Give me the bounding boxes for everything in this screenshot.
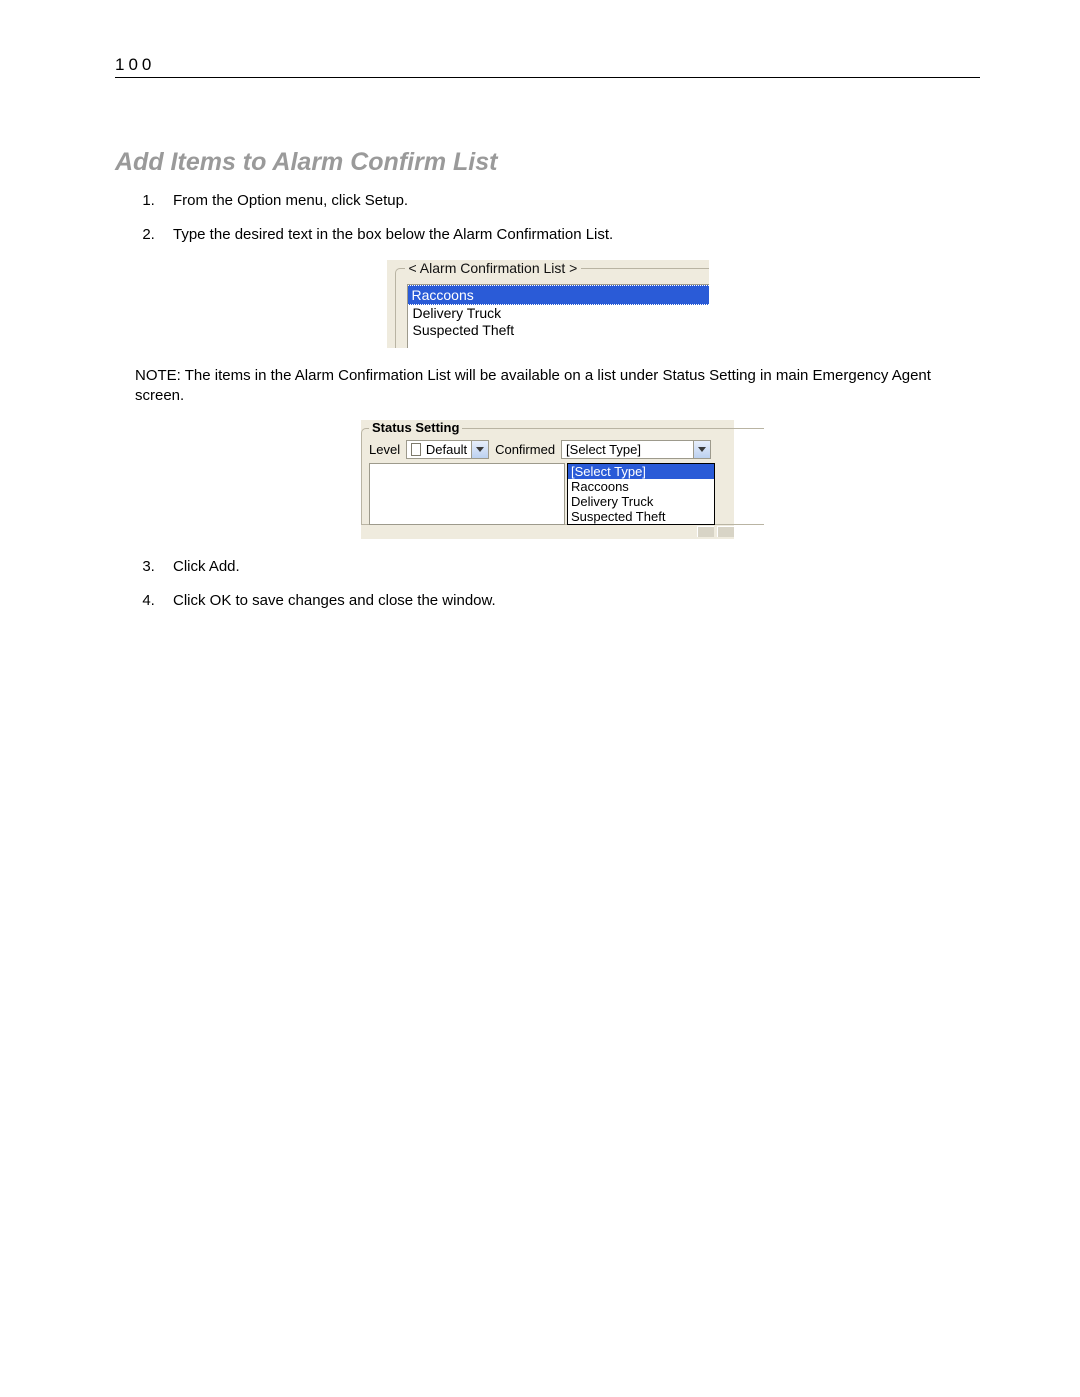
list-item[interactable]: Suspected Theft xyxy=(408,322,709,339)
step-item: From the Option menu, click Setup. xyxy=(159,191,980,211)
confirmed-dropdown[interactable]: [Select Type] Raccoons Delivery Truck Su… xyxy=(567,463,715,525)
page-number: 100 xyxy=(115,55,155,74)
default-checkbox[interactable] xyxy=(411,443,421,456)
dropdown-item[interactable]: Raccoons xyxy=(568,479,714,494)
figure-status-setting: Status Setting Level Default Confirmed [… xyxy=(115,420,980,539)
section-title: Add Items to Alarm Confirm List xyxy=(115,148,980,177)
steps-list-a: From the Option menu, click Setup. Type … xyxy=(135,191,980,246)
combo-value: [Select Type] xyxy=(561,440,694,459)
decorative-blocks xyxy=(697,526,734,537)
level-combo[interactable]: Default xyxy=(406,440,489,459)
step-item: Type the desired text in the box below t… xyxy=(159,225,980,245)
list-item[interactable]: Delivery Truck xyxy=(408,305,709,322)
checkbox-label: Default xyxy=(426,442,467,457)
note-text: NOTE: The items in the Alarm Confirmatio… xyxy=(135,366,980,407)
step-item: Click OK to save changes and close the w… xyxy=(159,591,980,611)
dropdown-item[interactable]: Suspected Theft xyxy=(568,509,714,524)
page-header: 100 xyxy=(115,55,980,78)
dropdown-item-selected[interactable]: [Select Type] xyxy=(568,464,714,479)
chevron-down-icon[interactable] xyxy=(694,440,711,459)
steps-list-b: Click Add. Click OK to save changes and … xyxy=(135,557,980,612)
confirmed-combo[interactable]: [Select Type] xyxy=(561,440,711,459)
alarm-list-box[interactable]: Raccoons Delivery Truck Suspected Theft xyxy=(407,284,709,348)
chevron-down-icon[interactable] xyxy=(472,440,489,459)
dropdown-item[interactable]: Delivery Truck xyxy=(568,494,714,509)
groupbox-legend: < Alarm Confirmation List > xyxy=(405,260,582,276)
step-item: Click Add. xyxy=(159,557,980,577)
confirmed-label: Confirmed xyxy=(495,442,555,457)
list-item-selected[interactable]: Raccoons xyxy=(408,285,709,305)
status-text-box[interactable] xyxy=(369,463,565,525)
level-label: Level xyxy=(369,442,400,457)
figure-alarm-confirmation: < Alarm Confirmation List > Raccoons Del… xyxy=(115,260,980,348)
